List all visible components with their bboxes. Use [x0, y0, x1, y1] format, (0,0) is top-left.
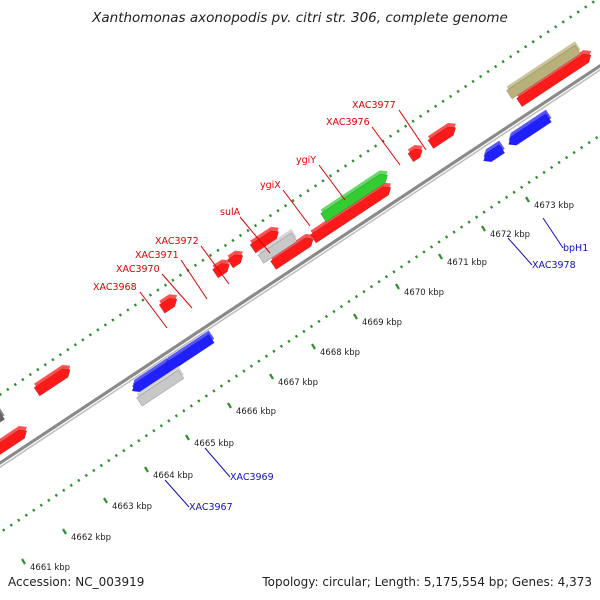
gene-feature-face: [0, 411, 5, 423]
gene-label[interactable]: XAC3971: [135, 250, 179, 261]
ruler-tick: [353, 313, 358, 320]
ruler-label: 4668 kbp: [320, 348, 360, 358]
gene-feature[interactable]: [165, 330, 215, 371]
gene-feature[interactable]: [136, 366, 185, 407]
gene-label[interactable]: XAC3968: [93, 282, 137, 293]
gene-feature[interactable]: [249, 226, 280, 254]
ruler-tick: [144, 466, 149, 473]
gene-leader-line: [204, 447, 231, 478]
gene-feature[interactable]: [506, 41, 581, 100]
gene-label[interactable]: XAC3976: [326, 117, 370, 128]
ruler-label: 4667 kbp: [278, 378, 318, 388]
gene-leader-line: [180, 259, 208, 300]
gene-feature-face: [165, 334, 215, 371]
ruler-label: 4672 kbp: [490, 230, 530, 240]
gene-feature-face: [0, 429, 28, 455]
gene-feature-face: [483, 144, 506, 163]
ruler-tick: [227, 402, 232, 409]
gene-feature-face: [227, 254, 244, 269]
gene-feature[interactable]: [483, 140, 506, 163]
accession-label: Accession: NC_003919: [8, 575, 145, 589]
gene-leader-line: [542, 217, 564, 249]
gene-leader-line: [200, 245, 230, 285]
ruler-label: 4662 kbp: [71, 533, 111, 543]
gene-feature[interactable]: [0, 407, 5, 440]
ruler-tick: [481, 225, 486, 232]
gene-label[interactable]: XAC3978: [532, 260, 576, 271]
gene-label[interactable]: XAC3977: [352, 100, 396, 111]
gene-label[interactable]: XAC3972: [155, 236, 199, 247]
gene-feature-face: [427, 126, 457, 149]
gene-leader-line: [398, 109, 427, 151]
gene-feature-face: [310, 186, 392, 244]
gene-leader-line: [139, 291, 168, 329]
gene-feature-face: [136, 369, 185, 407]
ruler-tick: [103, 497, 108, 504]
gene-label[interactable]: XAC3967: [189, 502, 233, 513]
ruler-tick: [395, 283, 400, 290]
gene-leader-line: [371, 126, 401, 166]
gene-feature-face: [249, 230, 280, 254]
ruler-label: 4661 kbp: [30, 563, 70, 573]
gene-feature[interactable]: [427, 122, 457, 149]
gene-feature-face: [33, 368, 71, 397]
gene-leader-line: [318, 164, 346, 201]
ruler-tick: [525, 196, 530, 203]
ruler-tick: [311, 343, 316, 350]
genome-backbone: [0, 63, 600, 465]
gene-label[interactable]: ygiY: [296, 155, 316, 166]
gene-feature-face: [407, 148, 423, 163]
gene-label[interactable]: bpH1: [563, 243, 588, 254]
gene-label[interactable]: XAC3969: [230, 472, 274, 483]
ruler-label: 4671 kbp: [447, 258, 487, 268]
gene-feature[interactable]: [227, 250, 244, 269]
gene-label[interactable]: ygiX: [260, 180, 281, 191]
gene-feature[interactable]: [310, 182, 392, 244]
gene-feature[interactable]: [407, 145, 423, 163]
gene-feature-face: [508, 113, 552, 146]
gene-leader-line: [507, 237, 533, 266]
gene-feature-face: [257, 232, 298, 264]
gene-leader-line: [282, 189, 311, 227]
gene-leader-line: [164, 479, 190, 508]
gene-feature[interactable]: [516, 50, 592, 108]
gene-feature-face: [506, 44, 581, 100]
gene-leader-line: [239, 216, 271, 254]
gene-feature-face: [320, 174, 388, 223]
gene-label[interactable]: XAC3970: [116, 264, 160, 275]
gene-feature[interactable]: [158, 294, 178, 314]
gene-label[interactable]: sulA: [220, 207, 241, 218]
ruler-tick: [62, 528, 67, 535]
gene-feature[interactable]: [33, 364, 71, 397]
ruler-tick: [185, 434, 190, 441]
ruler-label: 4665 kbp: [194, 439, 234, 449]
ruler-tick: [21, 558, 26, 565]
ruler-label: 4664 kbp: [153, 471, 193, 481]
gene-leader-line: [161, 273, 193, 309]
gene-feature[interactable]: [257, 228, 298, 264]
gene-feature-face: [270, 237, 314, 270]
ruler-label: 4666 kbp: [236, 407, 276, 417]
map-title: Xanthomonas axonopodis pv. citri str. 30…: [92, 10, 508, 26]
gene-feature-face: [516, 53, 592, 108]
ruler-label: 4669 kbp: [362, 318, 402, 328]
genome-backbone-shadow: [0, 69, 600, 469]
ruler-label: 4663 kbp: [112, 502, 152, 512]
ruler-label: 4673 kbp: [534, 201, 574, 211]
upper-dotted-lane: [0, 0, 599, 397]
gene-feature[interactable]: [270, 233, 314, 270]
gene-feature[interactable]: [320, 170, 388, 223]
ruler-tick: [438, 253, 443, 260]
gene-feature-face: [158, 297, 178, 314]
lower-dotted-lane: [0, 133, 600, 535]
genome-summary: Topology: circular; Length: 5,175,554 bp…: [262, 575, 592, 589]
ruler-label: 4670 kbp: [404, 288, 444, 298]
gene-feature[interactable]: [0, 426, 28, 479]
ruler-tick: [269, 373, 274, 380]
gene-feature[interactable]: [508, 109, 552, 146]
gene-feature[interactable]: [212, 259, 230, 279]
